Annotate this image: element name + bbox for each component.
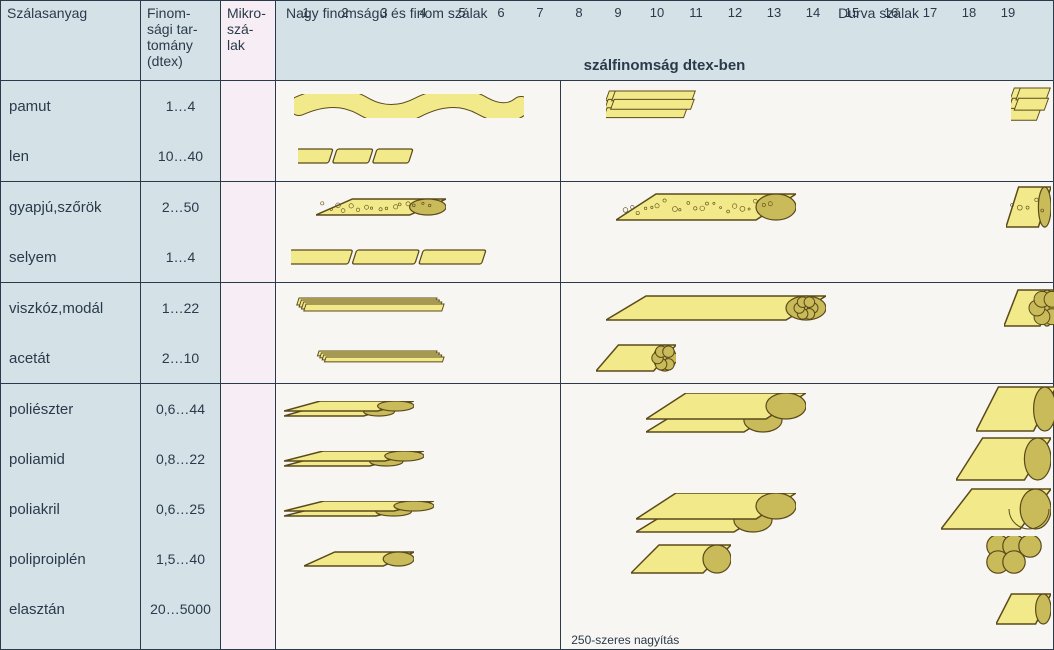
fiber-illustration [296, 295, 446, 326]
header-micro-label: Mikro- szá- lak [227, 5, 269, 53]
fineness-range: 2…10 [141, 333, 220, 383]
scale-tick: 13 [767, 5, 781, 20]
material-name: viszkóz,modál [1, 283, 140, 333]
group-divider [276, 181, 1053, 182]
scale-tick: 2 [341, 5, 348, 20]
fiber-illustration [996, 591, 1051, 632]
scale-tick: 9 [614, 5, 621, 20]
fiber-illustration [304, 549, 414, 574]
material-name: poliakril [1, 484, 140, 534]
axis-title: szálfinomság dtex-ben [584, 57, 746, 74]
fineness-range: 10…40 [141, 131, 220, 181]
fiber-illustration [646, 393, 806, 448]
fineness-range: 2…50 [141, 182, 220, 232]
fineness-range: 1,5…40 [141, 534, 220, 584]
fiber-illustration [976, 384, 1054, 439]
group-divider [276, 383, 1053, 384]
scale-tick: 10 [650, 5, 664, 20]
group-divider [276, 282, 1053, 283]
material-column: pamutlengyapjú,szőrökselyemviszkóz,modál… [1, 81, 141, 649]
range-column: 1…410…402…501…41…222…100,6…440,8…220,6…2… [141, 81, 221, 649]
scale-tick: 1 [302, 5, 309, 20]
fiber-illustration [1011, 86, 1051, 131]
header-material-label: Szálasanyag [7, 5, 134, 21]
material-name: pamut [1, 81, 140, 131]
material-name: poliészter [1, 384, 140, 434]
fiber-illustration [284, 501, 434, 529]
fineness-range: 1…4 [141, 232, 220, 282]
material-name: poliamid [1, 434, 140, 484]
scale-tick: 17 [923, 5, 937, 20]
scale-tick: 5 [458, 5, 465, 20]
fiber-illustration [1006, 184, 1051, 235]
header-material: Szálasanyag [1, 1, 141, 81]
fineness-range: 0,8…22 [141, 434, 220, 484]
header-chart: Nagy finomságú és finom szálak Durva szá… [276, 1, 1053, 81]
material-name: gyapjú,szőrök [1, 182, 140, 232]
scale-tick: 6 [497, 5, 504, 20]
fine-coarse-divider [560, 81, 561, 649]
micro-column [221, 81, 276, 649]
scale-tick: 19 [1001, 5, 1015, 20]
figure-frame: Szálasanyag Finom- sági tar- tomány (dte… [0, 0, 1054, 650]
fiber-illustration [616, 191, 796, 228]
scale-tick: 4 [419, 5, 426, 20]
fiber-illustration [606, 89, 696, 128]
fiber-illustration [956, 435, 1051, 488]
fiber-illustration [631, 542, 731, 581]
fiber-illustration [941, 486, 1051, 537]
fineness-range: 0,6…25 [141, 484, 220, 534]
fiber-illustration [284, 401, 414, 429]
chart-panel: 250-szeres nagyítás [276, 81, 1053, 649]
fiber-illustration [596, 342, 676, 379]
fiber-illustration [316, 348, 446, 373]
layout-grid: Szálasanyag Finom- sági tar- tomány (dte… [1, 1, 1053, 649]
scale-ticks: 12345678910111213141516171819 [276, 5, 1053, 25]
fiber-illustration [298, 146, 418, 171]
scale-tick: 15 [845, 5, 859, 20]
header-range-label: Finom- sági tar- tomány (dtex) [147, 5, 214, 69]
scale-tick: 12 [728, 5, 742, 20]
fiber-illustration [316, 196, 446, 223]
fiber-illustration [636, 493, 796, 548]
scale-tick: 14 [806, 5, 820, 20]
fineness-range: 0,6…44 [141, 384, 220, 434]
fiber-illustration [1004, 287, 1054, 334]
fiber-illustration [294, 94, 524, 123]
material-name: poliproiplén [1, 534, 140, 584]
material-name: len [1, 131, 140, 181]
header-micro: Mikro- szá- lak [221, 1, 276, 81]
scale-tick: 11 [689, 5, 703, 20]
scale-tick: 16 [884, 5, 898, 20]
fiber-illustration [291, 247, 491, 272]
fineness-range: 1…4 [141, 81, 220, 131]
material-name: acetát [1, 333, 140, 383]
fineness-range: 20…5000 [141, 584, 220, 634]
fiber-illustration [284, 451, 424, 479]
scale-tick: 18 [962, 5, 976, 20]
header-range: Finom- sági tar- tomány (dtex) [141, 1, 221, 81]
scale-tick: 7 [536, 5, 543, 20]
magnification-caption: 250-szeres nagyítás [571, 633, 679, 647]
fiber-illustration [986, 536, 1051, 587]
fiber-illustration [606, 293, 826, 328]
fineness-range: 1…22 [141, 283, 220, 333]
scale-tick: 3 [380, 5, 387, 20]
material-name: selyem [1, 232, 140, 282]
material-name: elasztán [1, 584, 140, 634]
scale-tick: 8 [575, 5, 582, 20]
